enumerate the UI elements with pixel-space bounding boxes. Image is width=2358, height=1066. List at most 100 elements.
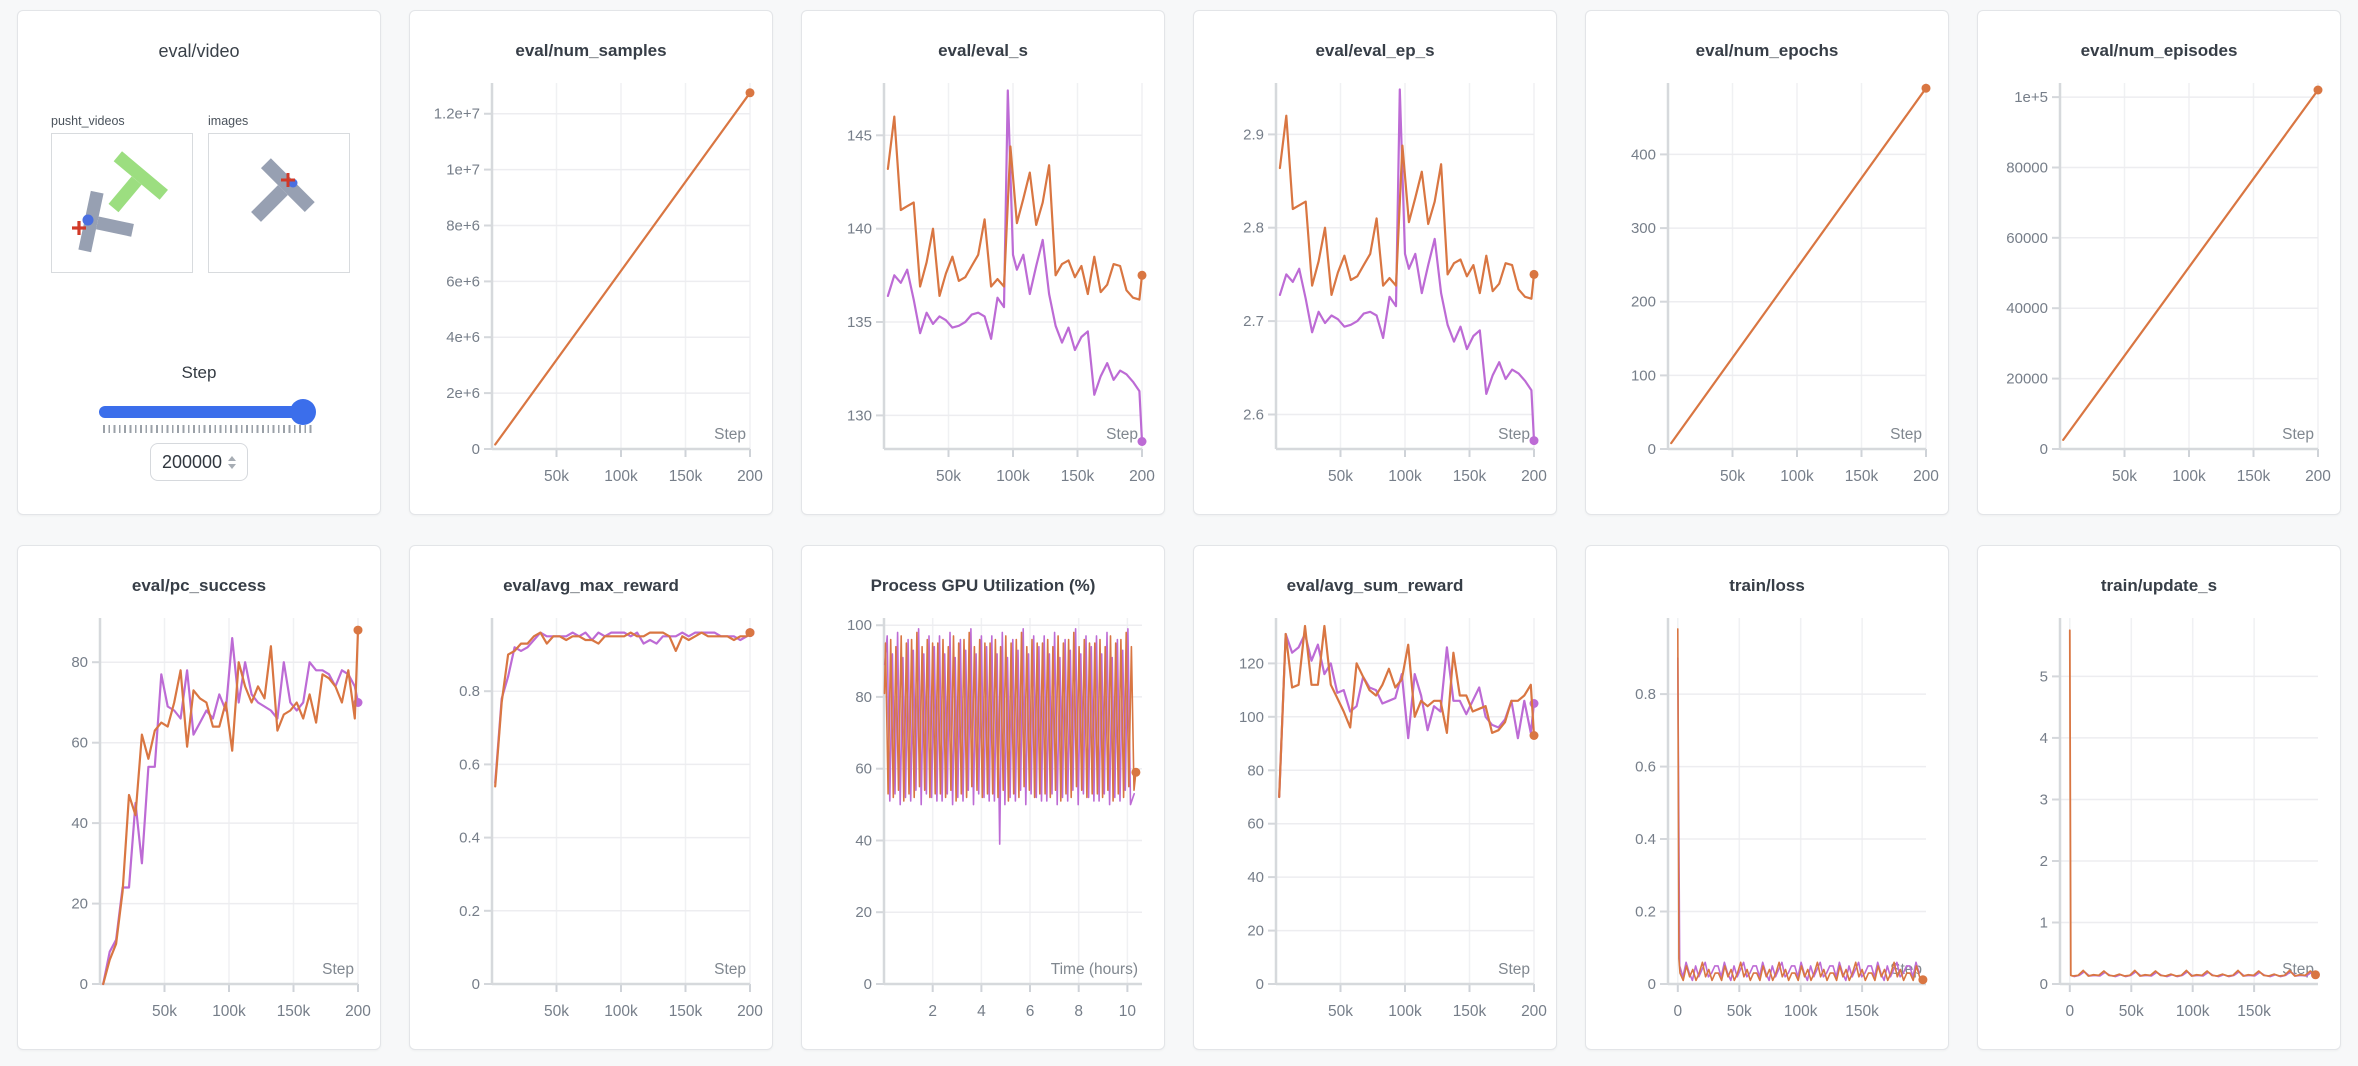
y-tick-label: 1 <box>2040 915 2048 932</box>
pusht-scene <box>251 158 315 222</box>
chart-panel-process-gpu-utilization[interactable]: Process GPU Utilization (%) 2 4 6 8 10 0 20 40 60… <box>801 545 1165 1050</box>
media-item-label: images <box>208 114 249 128</box>
chart-title: train/loss <box>1729 576 1805 595</box>
y-tick-label: 60 <box>855 761 872 778</box>
series-line-orange <box>1677 628 1924 982</box>
y-tick-label: 0 <box>1648 441 1656 458</box>
y-tick-label: 0 <box>472 441 480 458</box>
y-tick-label: 5 <box>2040 668 2048 685</box>
agent-dot <box>82 214 94 226</box>
y-tick-label: 0 <box>80 976 88 993</box>
x-tick-label: 100k <box>604 468 638 485</box>
chart-title: eval/num_epochs <box>1695 41 1839 60</box>
image-thumbnail[interactable] <box>208 133 350 273</box>
x-tick-label: 10 <box>1119 1003 1137 1020</box>
series-line-orange <box>2062 88 2320 441</box>
x-tick-label: 200 <box>1521 1003 1547 1020</box>
step-value-input[interactable]: 200000 <box>150 443 248 481</box>
chart-panel-eval-avg-sum-reward[interactable]: eval/avg_sum_reward 50k 100k 150k 200 0 20 40 60… <box>1193 545 1557 1050</box>
y-tick-label: 140 <box>847 221 872 238</box>
y-tick-label: 0.2 <box>459 903 480 920</box>
series-line-orange <box>883 631 1137 802</box>
chart-title: eval/avg_max_reward <box>503 576 679 595</box>
chart-panel-eval-num-episodes[interactable]: eval/num_episodes 50k 100k 150k 200 0 20000 400… <box>1977 10 2341 515</box>
chart-panel-eval-eval-ep-s[interactable]: eval/eval_ep_s 50k 100k 150k 200 2.6 2.7 2.8 2.9… <box>1193 10 1557 515</box>
series-line-purple <box>886 89 1144 443</box>
y-tick-label: 0.2 <box>1635 904 1656 921</box>
y-tick-label: 6e+6 <box>446 273 480 290</box>
chart-panel-eval-pc-success[interactable]: eval/pc_success 50k 100k 150k 200 0 20 40 60 80 St… <box>17 545 381 1050</box>
video-thumbnail-pusht[interactable] <box>51 133 193 273</box>
decrement-arrow-icon[interactable] <box>228 463 237 469</box>
increment-arrow-icon[interactable] <box>228 455 237 461</box>
x-tick-label: 200 <box>1521 468 1547 485</box>
series-endpoint-purple <box>1137 437 1147 446</box>
x-tick-label: 50k <box>544 1003 569 1020</box>
step-slider-track[interactable] <box>99 406 303 418</box>
y-tick-label: 130 <box>847 407 872 424</box>
chart-panel-eval-num-samples[interactable]: eval/num_samples 50k 100k 150k 200 0 2e+6 4e+6 6… <box>409 10 773 515</box>
series-line-orange <box>2068 629 2317 977</box>
y-tick-label: 100 <box>1239 709 1264 726</box>
y-tick-label: 60 <box>71 735 88 752</box>
series-line-orange <box>494 91 752 446</box>
y-tick-label: 80 <box>855 689 872 706</box>
chart-canvas: 50k 100k 150k 200 0 0.2 0.4 0.6 0.8 Step <box>459 618 763 1020</box>
y-tick-label: 40 <box>1247 869 1264 886</box>
series-line-orange <box>1670 87 1928 445</box>
y-tick-label: 40 <box>71 815 88 832</box>
chart-canvas: 50k 100k 150k 200 0 2e+6 4e+6 6e+6 8e+6 1e+7 1.2e+… <box>434 83 763 485</box>
chart-panel-train-update-s[interactable]: train/update_s 0 50k 100k 150k 0 1 2 3 4 5 Step <box>1977 545 2341 1050</box>
x-axis-label: Time (hours) <box>1051 961 1138 978</box>
x-tick-label: 200 <box>1129 468 1155 485</box>
y-tick-label: 20 <box>855 904 872 921</box>
chart-title: train/update_s <box>2100 576 2218 595</box>
y-tick-label: 0 <box>472 976 480 993</box>
y-tick-label: 200 <box>1631 294 1656 311</box>
x-tick-label: 150k <box>1061 468 1095 485</box>
x-axis-label: Step <box>1890 426 1922 443</box>
media-panel-title: eval/video <box>158 41 240 61</box>
chart-canvas: 50k 100k 150k 200 2.6 2.7 2.8 2.9 Step <box>1243 83 1547 485</box>
y-tick-label: 2.9 <box>1243 126 1264 143</box>
y-tick-label: 0.4 <box>459 830 480 847</box>
panel-eval-video[interactable]: eval/video pusht_videos images <box>17 10 381 515</box>
chart-panel-eval-avg-max-reward[interactable]: eval/avg_max_reward 50k 100k 150k 200 0 0.2 0.4… <box>409 545 773 1050</box>
x-axis-label: Step <box>1498 426 1530 443</box>
x-tick-label: 50k <box>544 468 569 485</box>
x-tick-label: 150k <box>277 1003 311 1020</box>
x-tick-label: 100k <box>1784 1003 1818 1020</box>
x-tick-label: 50k <box>1328 468 1353 485</box>
y-tick-label: 0.6 <box>1635 759 1656 776</box>
y-tick-label: 2.7 <box>1243 313 1264 330</box>
y-tick-label: 4e+6 <box>446 329 480 346</box>
x-tick-label: 50k <box>2112 468 2137 485</box>
chart-panel-train-loss[interactable]: train/loss 0 50k 100k 150k 0 0.2 0.4 0.6 0.8 Step <box>1585 545 1949 1050</box>
y-tick-label: 300 <box>1631 220 1656 237</box>
y-tick-label: 145 <box>847 127 872 144</box>
y-tick-label: 20 <box>1247 923 1264 940</box>
series-line-orange <box>1278 114 1536 300</box>
chart-panel-eval-eval-s[interactable]: eval/eval_s 50k 100k 150k 200 130 135 140 145 Ste… <box>801 10 1165 515</box>
target-cross <box>281 173 295 187</box>
x-tick-label: 150k <box>1845 1003 1879 1020</box>
chart-title: eval/num_samples <box>515 41 667 60</box>
series-endpoint-orange <box>1131 767 1141 777</box>
y-tick-label: 0 <box>1256 976 1264 993</box>
green-t-block <box>108 151 168 213</box>
chart-panel-eval-num-epochs[interactable]: eval/num_epochs 50k 100k 150k 200 0 100 200 300 4… <box>1585 10 1949 515</box>
y-tick-label: 80 <box>71 654 88 671</box>
chart-title: Process GPU Utilization (%) <box>870 576 1096 595</box>
x-tick-label: 150k <box>2237 468 2271 485</box>
series-line-purple <box>1278 632 1536 799</box>
y-tick-label: 0.4 <box>1635 831 1656 848</box>
x-tick-label: 200 <box>345 1003 371 1020</box>
x-axis-label: Step <box>1106 426 1138 443</box>
y-tick-label: 2e+6 <box>446 385 480 402</box>
y-tick-label: 8e+6 <box>446 218 480 235</box>
x-tick-label: 50k <box>2119 1003 2144 1020</box>
y-tick-label: 0 <box>2040 441 2048 458</box>
series-endpoint-orange <box>1921 83 1931 93</box>
step-slider-handle[interactable] <box>290 399 316 425</box>
chart-title: eval/pc_success <box>131 576 267 595</box>
